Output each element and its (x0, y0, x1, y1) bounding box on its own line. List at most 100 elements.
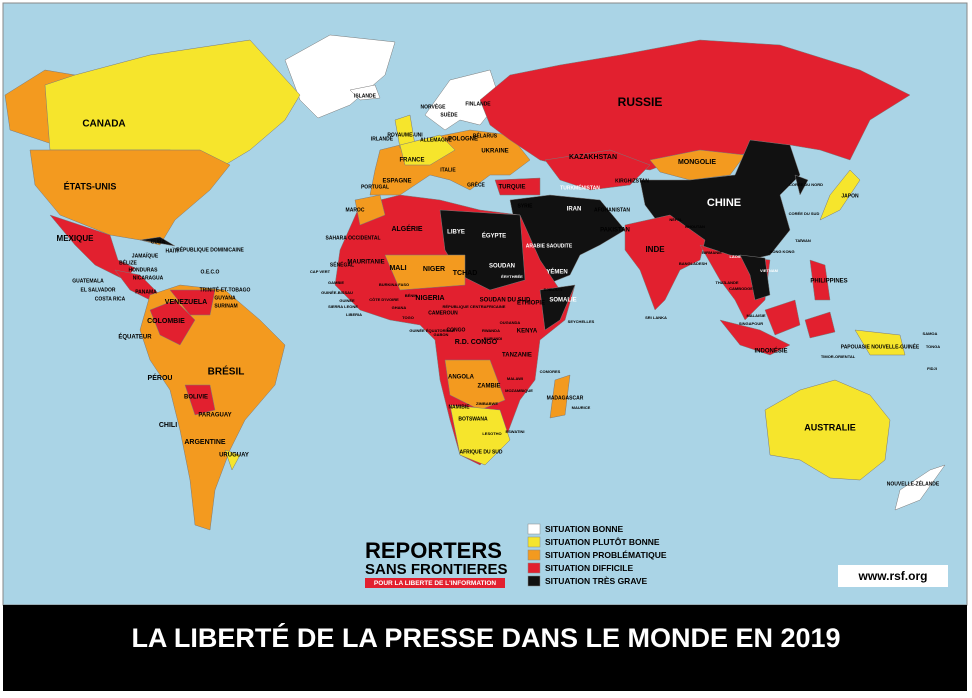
country-label: TCHAD (453, 270, 478, 277)
country-label: ÉQUATEUR (118, 333, 152, 341)
country-label: CHINE (707, 197, 741, 209)
country-label: SOUDAN (489, 264, 515, 270)
country-label: RÉPUBLIQUE CENTRAFRICAINE (443, 304, 506, 309)
country-label: GABON (434, 332, 449, 337)
country-label: TIMOR-ORIENTAL (821, 354, 856, 359)
country-label: VENEZUELA (165, 299, 207, 306)
country-label: JAMAÏQUE (132, 252, 159, 259)
country-label: SUÈDE (440, 110, 458, 118)
country-label: PARAGUAY (198, 413, 231, 419)
country-label: TANZANIE (502, 353, 532, 359)
country-label: ESWATINI (505, 429, 524, 434)
legend-label: SITUATION PROBLÉMATIQUE (545, 550, 667, 560)
country-label: AFGHANISTAN (594, 207, 630, 213)
country-label: PAKISTAN (600, 228, 630, 234)
legend-label: SITUATION PLUTÔT BONNE (545, 536, 660, 547)
country-label: NOUVELLE-ZÉLANDE (887, 479, 940, 487)
country-label: CUBA (151, 239, 166, 245)
country-label: CAMEROUN (428, 310, 458, 316)
country-label: DJIBOUTI (544, 287, 563, 292)
country-label: SOUDAN DU SUD (480, 298, 531, 304)
country-label: BANGLADESH (679, 261, 707, 266)
country-label: MALI (389, 265, 406, 272)
country-label: MADAGASCAR (547, 395, 584, 401)
title: LA LIBERTÉ DE LA PRESSE DANS LE MONDE EN… (131, 622, 840, 653)
country-label: YÉMEN (546, 268, 567, 276)
country-label: UKRAINE (481, 149, 508, 155)
country-label: LIBYE (447, 230, 465, 236)
country-label: MALAWI (507, 376, 523, 381)
legend-label: SITUATION BONNE (545, 524, 624, 534)
country-label: KIRGHIZSTAN (615, 178, 649, 184)
country-label: MAURITANIE (347, 260, 384, 266)
country-label: GAMBIE (328, 280, 344, 285)
country-label: CANADA (82, 119, 125, 130)
country-label: BIRMANIE (702, 250, 722, 255)
country-label: COSTA RICA (95, 296, 126, 302)
country-label: NICARAGUA (133, 275, 164, 281)
country-label: AFRIQUE DU SUD (459, 449, 502, 455)
country-label: ÉGYPTE (482, 232, 506, 240)
country-label: PÉROU (148, 373, 173, 382)
legend-label: SITUATION TRÈS GRAVE (545, 576, 647, 586)
country-label: JAPON (841, 193, 859, 199)
country-label: ZAMBIE (478, 384, 501, 390)
country-label: KENYA (517, 329, 538, 335)
country-label: SYRIE (517, 203, 533, 209)
country-label: BURKINA FASO (379, 282, 409, 287)
country-label: SURINAM (214, 303, 237, 309)
country-label: ANGOLA (448, 375, 475, 381)
country-label: URUGUAY (219, 453, 249, 459)
country-label: INDE (645, 245, 665, 254)
country-label: CORÉE DU NORD (789, 182, 823, 187)
url: www.rsf.org (858, 569, 928, 583)
country-label: MAROC (346, 207, 365, 213)
legend-swatch (527, 575, 541, 587)
country-label: HONG KONG (769, 249, 794, 254)
country-label: ROYAUME-UNI (387, 132, 423, 138)
logo-banner (365, 578, 505, 588)
country-label: EL SALVADOR (80, 287, 115, 293)
country-label: NIGERIA (415, 295, 444, 302)
country-label: GUINÉE-BISSAU (321, 290, 353, 295)
country-label: LESOTHO (482, 431, 501, 436)
country-label: MAURICE (572, 405, 591, 410)
country-label: PANAMA (135, 289, 157, 295)
country-label: INDONÉSIE (754, 347, 787, 355)
country-label: HONDURAS (129, 267, 159, 273)
country-label: ISLANDE (354, 93, 377, 99)
country-label: PORTUGAL (361, 184, 389, 190)
country-label: VIETNAM (760, 268, 779, 273)
country-label: LAOS (729, 254, 740, 259)
country-label: FIDJI (927, 366, 937, 371)
country-label: TONGA (926, 344, 940, 349)
country-label: GUINÉE ÉQUATORIALE (409, 328, 455, 333)
url-box (838, 565, 948, 587)
country-label: GUYANA (214, 295, 236, 301)
legend-swatch (527, 523, 541, 535)
country-label: CHILI (159, 422, 177, 429)
country-label: CAP VERT (310, 269, 331, 274)
legend-swatch (527, 549, 541, 561)
country-label: ÉTHIOPIE (517, 299, 545, 307)
country-label: ZIMBABWE (476, 401, 498, 406)
country-label: AUSTRALIE (804, 422, 856, 432)
country-label: POLOGNE (448, 137, 478, 143)
country-label: MALAISIE (746, 313, 765, 318)
country-label: TURKMÉNISTAN (560, 183, 600, 191)
legend-swatch (527, 536, 541, 548)
country-label: FRANCE (400, 158, 425, 164)
country-label: SAHARA OCCIDENTAL (326, 235, 381, 241)
country-label: THAÏLANDE (715, 280, 738, 285)
country-label: SRI LANKA (645, 315, 667, 320)
country-label: GHANA (392, 305, 407, 310)
country-label: MEXIQUE (57, 234, 95, 243)
country-label: SÉNÉGAL (330, 260, 354, 268)
legend-swatch (527, 562, 541, 574)
country-label: FINLANDE (465, 101, 491, 107)
logo-line2: SANS FRONTIERES (365, 561, 508, 578)
country-label: O.E.C.O (201, 269, 220, 275)
country-label: TRINITÉ-ET-TOBAGO (200, 285, 251, 293)
country-label: ÉTATS-UNIS (64, 181, 117, 191)
